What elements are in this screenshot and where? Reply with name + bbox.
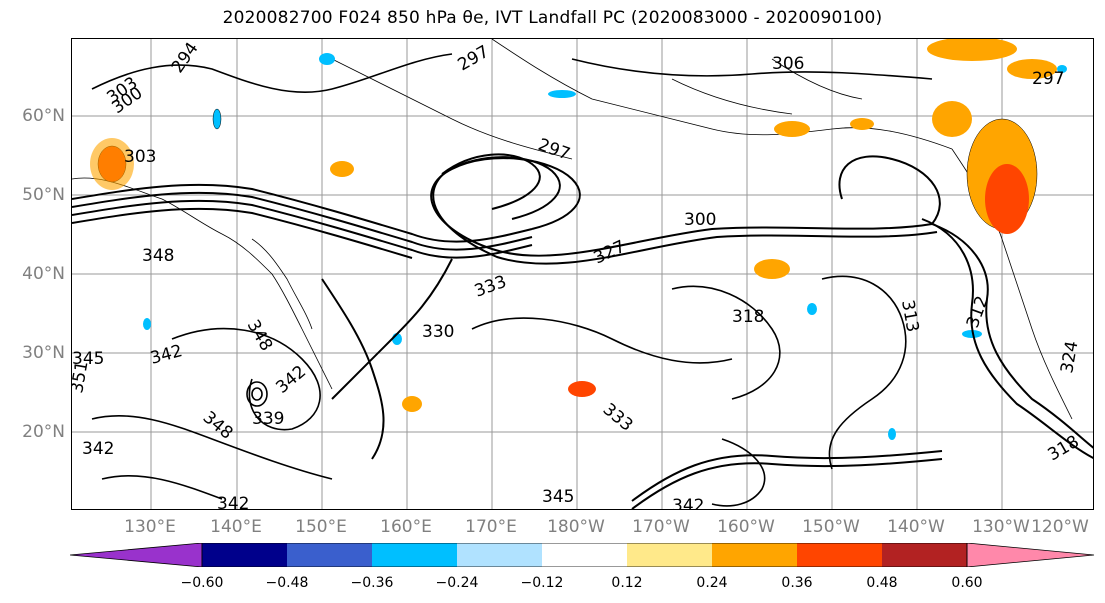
colorbar-extend-left: [70, 543, 203, 567]
colorbar-tick: 0.60: [951, 575, 983, 591]
contour-label: 303: [124, 147, 156, 167]
contour-label: 297: [455, 42, 493, 76]
colorbar-extend-right: [966, 543, 1095, 567]
colorbar-tick: 0.36: [781, 575, 813, 591]
contour-label: 300: [684, 210, 716, 230]
contour-label: 342: [148, 341, 185, 369]
contour-label: 294: [168, 39, 203, 77]
colorbar-tick: 0.12: [611, 575, 643, 591]
contour-label: 330: [422, 322, 454, 342]
colorbar-segment: [372, 543, 457, 567]
map-panel: 294 297 306 303 300 303 297 300 297 348 …: [71, 38, 1094, 510]
contour-label: 345: [542, 487, 574, 507]
contour-label: 297: [535, 135, 572, 165]
lon-label: 160°E: [380, 517, 432, 537]
contour-label: 345: [72, 349, 104, 369]
lat-label: 40°N: [22, 264, 65, 284]
contour-label: 333: [599, 400, 637, 436]
contour-label: 342: [82, 439, 114, 459]
contour-label: 339: [252, 409, 284, 429]
colorbar: [70, 543, 1095, 567]
colorbar-segment: [882, 543, 967, 567]
contour-label: 318: [732, 307, 764, 327]
colorbar-tick: 0.24: [696, 575, 728, 591]
contour-label: 327: [591, 237, 629, 269]
lon-label: 150°W: [802, 517, 860, 537]
figure-title: 2020082700 F024 850 hPa θe, IVT Landfall…: [222, 8, 883, 28]
colorbar-tick: −0.36: [350, 575, 394, 591]
contour-label: 342: [672, 496, 704, 510]
lat-label: 60°N: [22, 106, 65, 126]
colorbar-tick: −0.24: [435, 575, 479, 591]
colorbar-tick: −0.60: [180, 575, 224, 591]
lon-label: 140°W: [887, 517, 945, 537]
contour-label: 333: [472, 272, 509, 302]
lat-label: 50°N: [22, 185, 65, 205]
colorbar-segment: [542, 543, 627, 567]
theta-e-contours: [72, 153, 1093, 509]
lon-label: 130°E: [124, 517, 176, 537]
lon-label: 160°W: [717, 517, 775, 537]
colorbar-segment: [457, 543, 542, 567]
colorbar-tick: −0.48: [265, 575, 309, 591]
lon-label: 150°E: [295, 517, 347, 537]
contour-label: 324: [1057, 339, 1082, 374]
colorbar-tick: 0.48: [866, 575, 898, 591]
colorbar-tick: −0.12: [520, 575, 564, 591]
lon-label: 170°E: [465, 517, 517, 537]
map-canvas: 294 297 306 303 300 303 297 300 297 348 …: [72, 39, 1093, 510]
contour-label: 348: [199, 408, 237, 444]
colorbar-segment: [797, 543, 882, 567]
theta-e-contours-thin: [91, 53, 933, 507]
colorbar-segment: [712, 543, 797, 567]
contour-label: 348: [142, 246, 174, 266]
colorbar-segment: [627, 543, 712, 567]
contour-label: 342: [217, 494, 249, 510]
lat-label: 20°N: [22, 422, 65, 442]
contour-label: 297: [1032, 69, 1064, 89]
graticule: [72, 39, 1093, 509]
contour-label: 348: [243, 317, 277, 355]
shading: [90, 39, 1067, 440]
contour-label: 351: [72, 359, 93, 394]
lon-label: 130°W: [972, 517, 1030, 537]
lon-label: 140°E: [210, 517, 262, 537]
contour-label: 342: [272, 362, 310, 398]
lon-label: 170°W: [632, 517, 690, 537]
colorbar-segment: [202, 543, 287, 567]
lon-label: 120°W: [1031, 517, 1089, 537]
contour-label: 313: [897, 298, 922, 333]
lat-label: 30°N: [22, 343, 65, 363]
colorbar-segment: [287, 543, 372, 567]
contour-label: 306: [772, 54, 804, 74]
contour-label: 318: [1045, 432, 1083, 466]
lon-label: 180°W: [547, 517, 605, 537]
